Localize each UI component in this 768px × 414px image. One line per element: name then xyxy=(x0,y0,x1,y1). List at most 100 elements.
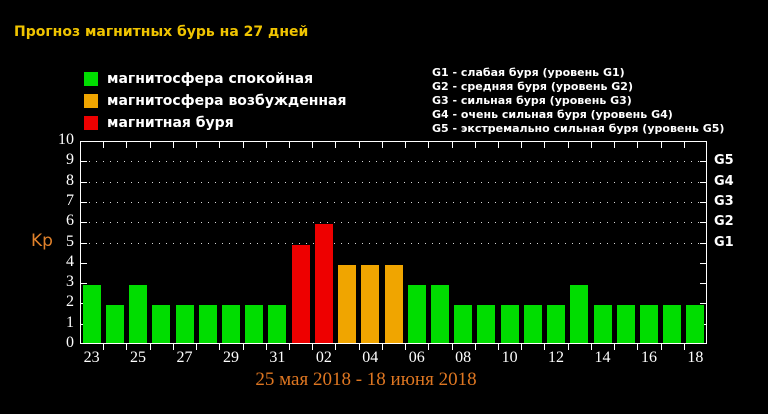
y-tick-left-5 xyxy=(81,242,87,244)
x-tick-top-10 xyxy=(312,142,313,148)
bar-day-10 xyxy=(500,305,519,343)
gridline-kp6 xyxy=(82,222,705,224)
x-tick-bottom-14 xyxy=(405,344,406,350)
x-tick-bottom-16 xyxy=(452,344,453,350)
x-tick-bottom-8 xyxy=(266,344,267,350)
y-tick-right-7 xyxy=(700,201,706,203)
y-axis-label-kp: Kp xyxy=(31,231,53,251)
x-tick-top-20 xyxy=(544,142,545,148)
y-tick-left-7 xyxy=(81,201,87,203)
x-tick-bottom-15 xyxy=(428,344,429,350)
bar-day-03 xyxy=(338,264,357,343)
x-tick-top-1 xyxy=(103,142,104,148)
date-range-caption: 25 мая 2018 - 18 июня 2018 xyxy=(255,369,477,390)
y-axis-tick-label-8: 8 xyxy=(66,171,74,189)
storm-level-g3: G3 - сильная буря (уровень G3) xyxy=(432,94,632,107)
y-tick-left-8 xyxy=(81,181,87,183)
x-tick-bottom-5 xyxy=(196,344,197,350)
bar-day-15 xyxy=(616,305,635,343)
x-axis-tick-label-08: 08 xyxy=(455,349,472,366)
x-tick-top-5 xyxy=(196,142,197,148)
bar-day-07 xyxy=(430,285,449,343)
bar-day-24 xyxy=(105,305,124,343)
x-axis-tick-label-29: 29 xyxy=(222,349,239,366)
x-axis-tick-label-23: 23 xyxy=(83,349,100,366)
bar-day-26 xyxy=(152,305,171,343)
x-axis-tick-label-02: 02 xyxy=(315,349,332,366)
bar-day-08 xyxy=(454,305,473,343)
gridline-kp9 xyxy=(82,161,705,163)
y-axis-tick-label-2: 2 xyxy=(66,293,74,311)
storm-scale-legend: G1 - слабая буря (уровень G1) G2 - средн… xyxy=(432,66,724,136)
bar-day-06 xyxy=(407,285,426,343)
bar-day-01 xyxy=(291,244,310,343)
bar-day-13 xyxy=(570,285,589,343)
gridline-kp8 xyxy=(82,181,705,183)
x-tick-top-2 xyxy=(126,142,127,148)
y-tick-right-8 xyxy=(700,181,706,183)
y-tick-left-6 xyxy=(81,222,87,224)
bar-day-27 xyxy=(175,305,194,343)
bar-day-02 xyxy=(314,224,333,343)
x-tick-bottom-24 xyxy=(637,344,638,350)
gridline-kp5 xyxy=(82,242,705,244)
y-tick-right-4 xyxy=(700,262,706,264)
y-axis-tick-label-7: 7 xyxy=(66,191,74,209)
x-tick-bottom-23 xyxy=(614,344,615,350)
y-axis-tick-label-4: 4 xyxy=(66,252,74,270)
y-axis-tick-label-10: 10 xyxy=(58,131,74,148)
x-tick-top-22 xyxy=(591,142,592,148)
x-tick-bottom-25 xyxy=(661,344,662,350)
y-tick-right-2 xyxy=(700,303,706,305)
x-axis-tick-label-12: 12 xyxy=(548,349,565,366)
x-axis-tick-label-18: 18 xyxy=(687,349,704,366)
storm-color-swatch xyxy=(84,116,98,130)
legend-item-quiet: магнитосфера спокойная xyxy=(84,68,346,90)
y-axis-tick-label-3: 3 xyxy=(66,273,74,291)
bar-day-29 xyxy=(221,305,240,343)
x-tick-top-19 xyxy=(521,142,522,148)
x-tick-bottom-6 xyxy=(219,344,220,350)
bar-day-12 xyxy=(547,305,566,343)
right-axis-label-g3: G3 xyxy=(714,193,734,209)
x-tick-top-8 xyxy=(266,142,267,148)
y-tick-right-9 xyxy=(700,161,706,163)
x-tick-top-3 xyxy=(150,142,151,148)
y-axis-tick-label-5: 5 xyxy=(66,232,74,250)
bar-day-18 xyxy=(686,305,705,343)
legend-label-quiet: магнитосфера спокойная xyxy=(107,71,314,87)
x-tick-bottom-17 xyxy=(475,344,476,350)
bar-day-25 xyxy=(129,285,148,343)
x-axis-tick-label-06: 06 xyxy=(408,349,425,366)
bar-day-23 xyxy=(82,285,101,343)
right-axis-label-g2: G2 xyxy=(714,214,734,230)
y-tick-left-3 xyxy=(81,283,87,285)
bar-day-14 xyxy=(593,305,612,343)
right-axis-label-g4: G4 xyxy=(714,173,734,189)
x-tick-bottom-2 xyxy=(126,344,127,350)
x-tick-top-11 xyxy=(335,142,336,148)
x-tick-bottom-7 xyxy=(243,344,244,350)
x-axis-tick-label-27: 27 xyxy=(176,349,193,366)
x-tick-top-26 xyxy=(684,142,685,148)
x-axis-tick-label-04: 04 xyxy=(362,349,379,366)
bar-day-17 xyxy=(663,305,682,343)
x-axis-tick-label-25: 25 xyxy=(130,349,147,366)
x-tick-bottom-3 xyxy=(150,344,151,350)
y-tick-right-3 xyxy=(700,283,706,285)
bar-day-09 xyxy=(477,305,496,343)
x-tick-bottom-1 xyxy=(103,344,104,350)
x-tick-top-25 xyxy=(661,142,662,148)
bar-day-04 xyxy=(361,264,380,343)
storm-level-g4: G4 - очень сильная буря (уровень G4) xyxy=(432,108,673,121)
x-tick-top-14 xyxy=(405,142,406,148)
x-tick-top-7 xyxy=(243,142,244,148)
x-tick-top-15 xyxy=(428,142,429,148)
x-tick-bottom-9 xyxy=(289,344,290,350)
y-axis-tick-label-6: 6 xyxy=(66,212,74,230)
bar-day-11 xyxy=(523,305,542,343)
excited-color-swatch xyxy=(84,94,98,108)
x-tick-top-4 xyxy=(173,142,174,148)
